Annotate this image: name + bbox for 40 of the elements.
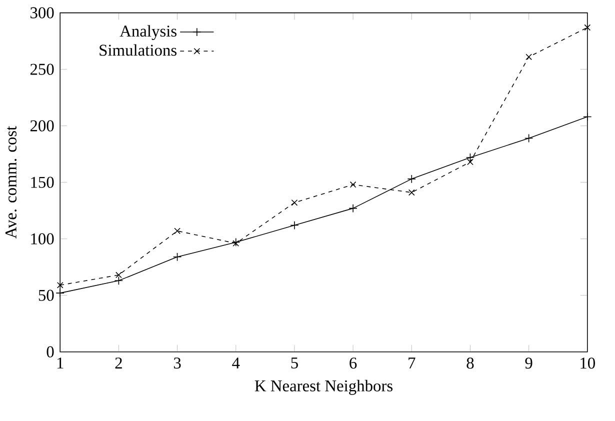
point: [290, 221, 299, 230]
point: [526, 54, 532, 60]
point: [583, 112, 592, 122]
point: [232, 238, 240, 247]
point: [407, 174, 416, 184]
legend-label: Analysis: [120, 25, 176, 40]
point: [232, 240, 240, 247]
legend-label: Simulations: [100, 44, 176, 56]
point: [467, 158, 474, 166]
y-tick-label: 50: [38, 290, 54, 301]
x-tick-label: 10: [580, 358, 595, 369]
point: [291, 200, 298, 206]
y-tick-label: 0: [46, 346, 54, 358]
point: [350, 181, 356, 188]
x-axis-title: K Nearest Neighbors: [254, 380, 392, 395]
y-axis-title: Ave. comm. cost: [5, 126, 17, 239]
x-tick-label: 7: [408, 358, 416, 368]
x-tick-label: 6: [350, 358, 357, 369]
x-tick-label: 3: [174, 358, 181, 369]
point: [174, 228, 180, 234]
x-tick-label: 1: [57, 358, 64, 368]
point: [524, 134, 534, 143]
x-tick-label: 5: [291, 358, 298, 369]
point: [348, 204, 358, 213]
y-tick-label: 150: [31, 176, 54, 188]
x-tick-label: 4: [232, 358, 240, 368]
y-tick-label: 300: [30, 7, 54, 18]
point: [114, 276, 124, 286]
point: [116, 272, 122, 278]
x-tick-label: 9: [525, 358, 532, 369]
point: [408, 189, 415, 196]
y-tick-label: 250: [30, 64, 54, 75]
x-tick-label: 2: [115, 358, 122, 369]
point: [172, 252, 182, 262]
y-tick-label: 200: [30, 120, 54, 132]
point: [584, 24, 591, 31]
y-tick-label: 100: [31, 233, 54, 244]
x-tick-label: 8: [466, 358, 474, 369]
point: [56, 282, 64, 288]
point: [466, 153, 475, 162]
